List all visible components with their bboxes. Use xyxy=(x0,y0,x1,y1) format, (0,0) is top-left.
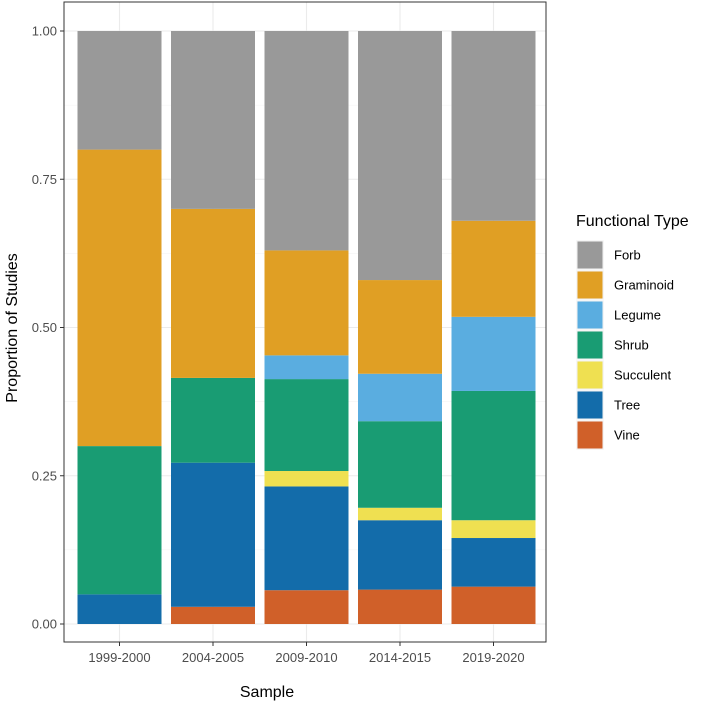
legend-label-shrub: Shrub xyxy=(614,338,649,353)
y-tick-label: 0.25 xyxy=(32,468,57,483)
legend-label-vine: Vine xyxy=(614,428,640,443)
legend-label-graminoid: Graminoid xyxy=(614,278,674,293)
legend-label-forb: Forb xyxy=(614,248,641,263)
legend-swatch-graminoid xyxy=(577,271,603,299)
legend-label-tree: Tree xyxy=(614,398,640,413)
bar-segment-succulent-2019-2020 xyxy=(451,520,536,539)
bar-segment-shrub-1999-2000 xyxy=(77,446,162,595)
bar-segment-succulent-2009-2010 xyxy=(264,471,349,487)
y-tick-label: 0.75 xyxy=(32,172,57,187)
bar-segment-legume-2009-2010 xyxy=(264,355,349,380)
bar-segment-tree-1999-2000 xyxy=(77,594,162,624)
bar-segment-forb-2019-2020 xyxy=(451,31,536,221)
bar-segment-vine-2004-2005 xyxy=(171,606,255,624)
bar-segment-succulent-2014-2015 xyxy=(358,507,442,521)
bar-segment-forb-2009-2010 xyxy=(264,31,349,251)
y-tick-label: 1.00 xyxy=(32,24,57,39)
bar-segment-graminoid-2014-2015 xyxy=(358,280,442,374)
legend-swatch-shrub xyxy=(577,331,603,359)
legend-swatch-legume xyxy=(577,301,603,329)
bar-segment-tree-2009-2010 xyxy=(264,486,349,591)
bar-segment-tree-2014-2015 xyxy=(358,520,442,590)
bar-segment-vine-2019-2020 xyxy=(451,586,536,624)
x-tick-label: 2004-2005 xyxy=(182,650,244,665)
y-axis: 0.00 0.25 0.50 0.75 1.00 xyxy=(32,24,64,632)
bar-segment-graminoid-2019-2020 xyxy=(451,220,536,317)
legend: Functional Type Forb Graminoid Legume Shrub… xyxy=(575,213,689,451)
bars xyxy=(77,31,536,624)
bar-segment-legume-2014-2015 xyxy=(358,373,442,422)
legend-swatch-forb xyxy=(577,241,603,269)
y-tick-label: 0.00 xyxy=(32,617,57,632)
bar-segment-vine-2014-2015 xyxy=(358,589,442,624)
legend-swatch-vine xyxy=(577,421,603,449)
bar-segment-legume-2019-2020 xyxy=(451,316,536,391)
bar-segment-graminoid-2009-2010 xyxy=(264,250,349,356)
bar-segment-shrub-2004-2005 xyxy=(171,377,255,463)
bar-segment-shrub-2009-2010 xyxy=(264,379,349,472)
y-tick-label: 0.50 xyxy=(32,320,57,335)
bar-segment-shrub-2014-2015 xyxy=(358,421,442,508)
bar-segment-forb-1999-2000 xyxy=(77,31,162,150)
legend-swatch-succulent xyxy=(577,361,603,389)
x-tick-label: 1999-2000 xyxy=(88,650,150,665)
x-tick-label: 2009-2010 xyxy=(275,650,337,665)
x-tick-label: 2014-2015 xyxy=(369,650,431,665)
bar-segment-tree-2004-2005 xyxy=(171,462,255,607)
bar-segment-forb-2014-2015 xyxy=(358,31,442,281)
legend-title: Functional Type xyxy=(576,213,689,230)
legend-label-succulent: Succulent xyxy=(614,368,671,383)
plot-border xyxy=(63,1,547,643)
y-axis-title: Proportion of Studies xyxy=(4,253,21,402)
x-axis: 1999-2000 2004-2005 2009-2010 2014-2015 2019… xyxy=(88,642,525,665)
legend-swatch-tree xyxy=(577,391,603,419)
x-tick-label: 2019-2020 xyxy=(462,650,524,665)
legend-label-legume: Legume xyxy=(614,308,661,323)
bar-segment-vine-2009-2010 xyxy=(264,590,349,624)
bar-segment-shrub-2019-2020 xyxy=(451,390,536,521)
bar-segment-graminoid-1999-2000 xyxy=(77,149,162,447)
bar-segment-forb-2004-2005 xyxy=(171,31,255,209)
bar-segment-graminoid-2004-2005 xyxy=(171,208,255,378)
x-axis-title: Sample xyxy=(240,684,294,701)
bar-segment-tree-2019-2020 xyxy=(451,538,536,587)
